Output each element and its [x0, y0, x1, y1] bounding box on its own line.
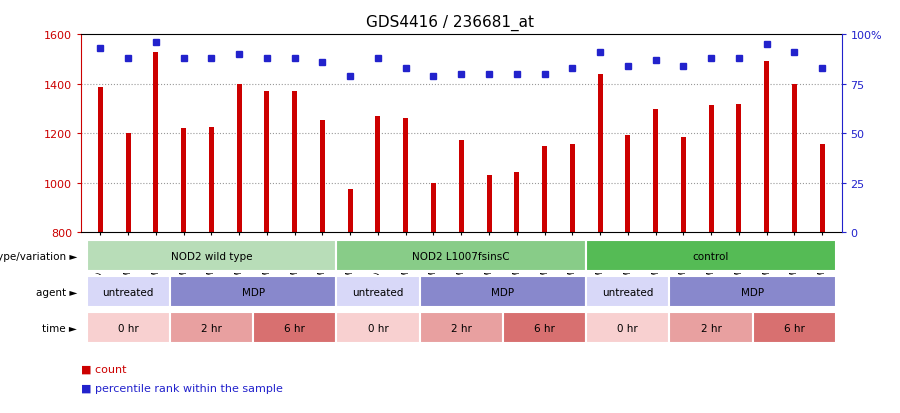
Bar	[153, 52, 158, 233]
Bar	[419, 312, 503, 344]
Bar	[670, 312, 752, 344]
Bar	[209, 128, 214, 233]
Bar	[670, 276, 836, 308]
Bar	[403, 119, 409, 233]
Text: 2 hr: 2 hr	[201, 323, 222, 333]
Bar	[514, 172, 519, 233]
Bar	[86, 276, 170, 308]
Bar	[542, 146, 547, 233]
Bar	[708, 106, 714, 233]
Bar	[792, 85, 796, 233]
Text: NOD2 L1007fsinsC: NOD2 L1007fsinsC	[412, 251, 510, 261]
Bar	[820, 145, 824, 233]
Bar	[626, 135, 630, 233]
Bar	[764, 62, 770, 233]
Text: MDP: MDP	[741, 287, 764, 297]
Bar	[98, 88, 103, 233]
Bar	[431, 183, 436, 233]
Bar	[86, 312, 170, 344]
Text: 0 hr: 0 hr	[617, 323, 638, 333]
Bar	[253, 312, 337, 344]
Text: time ►: time ►	[42, 323, 77, 333]
Text: GDS4416 / 236681_at: GDS4416 / 236681_at	[366, 14, 534, 31]
Text: 6 hr: 6 hr	[534, 323, 555, 333]
Bar	[170, 312, 253, 344]
Text: untreated: untreated	[103, 287, 154, 297]
Bar	[570, 145, 575, 233]
Text: NOD2 wild type: NOD2 wild type	[171, 251, 252, 261]
Bar	[320, 121, 325, 233]
Text: 0 hr: 0 hr	[118, 323, 139, 333]
Bar	[265, 92, 269, 233]
Text: 2 hr: 2 hr	[451, 323, 472, 333]
Bar	[586, 276, 670, 308]
Text: untreated: untreated	[352, 287, 404, 297]
Bar	[292, 92, 297, 233]
Text: MDP: MDP	[241, 287, 265, 297]
Bar	[337, 312, 419, 344]
Text: ■ percentile rank within the sample: ■ percentile rank within the sample	[81, 383, 283, 393]
Bar	[586, 312, 670, 344]
Bar	[503, 312, 586, 344]
Text: 0 hr: 0 hr	[367, 323, 389, 333]
Text: 6 hr: 6 hr	[284, 323, 305, 333]
Bar	[487, 176, 491, 233]
Bar	[736, 104, 742, 233]
Bar	[598, 75, 602, 233]
Bar	[337, 240, 586, 272]
Bar	[347, 190, 353, 233]
Bar	[419, 276, 586, 308]
Text: untreated: untreated	[602, 287, 653, 297]
Text: control: control	[693, 251, 729, 261]
Bar	[86, 240, 337, 272]
Bar	[181, 129, 186, 233]
Bar	[237, 85, 242, 233]
Bar	[126, 134, 130, 233]
Text: genotype/variation ►: genotype/variation ►	[0, 251, 77, 261]
Text: agent ►: agent ►	[36, 287, 77, 297]
Text: ■ count: ■ count	[81, 364, 127, 374]
Text: 6 hr: 6 hr	[784, 323, 805, 333]
Bar	[752, 312, 836, 344]
Bar	[653, 109, 658, 233]
Text: MDP: MDP	[491, 287, 515, 297]
Text: 2 hr: 2 hr	[700, 323, 722, 333]
Bar	[337, 276, 419, 308]
Bar	[375, 117, 381, 233]
Bar	[680, 138, 686, 233]
Bar	[459, 140, 464, 233]
Bar	[170, 276, 337, 308]
Bar	[586, 240, 836, 272]
